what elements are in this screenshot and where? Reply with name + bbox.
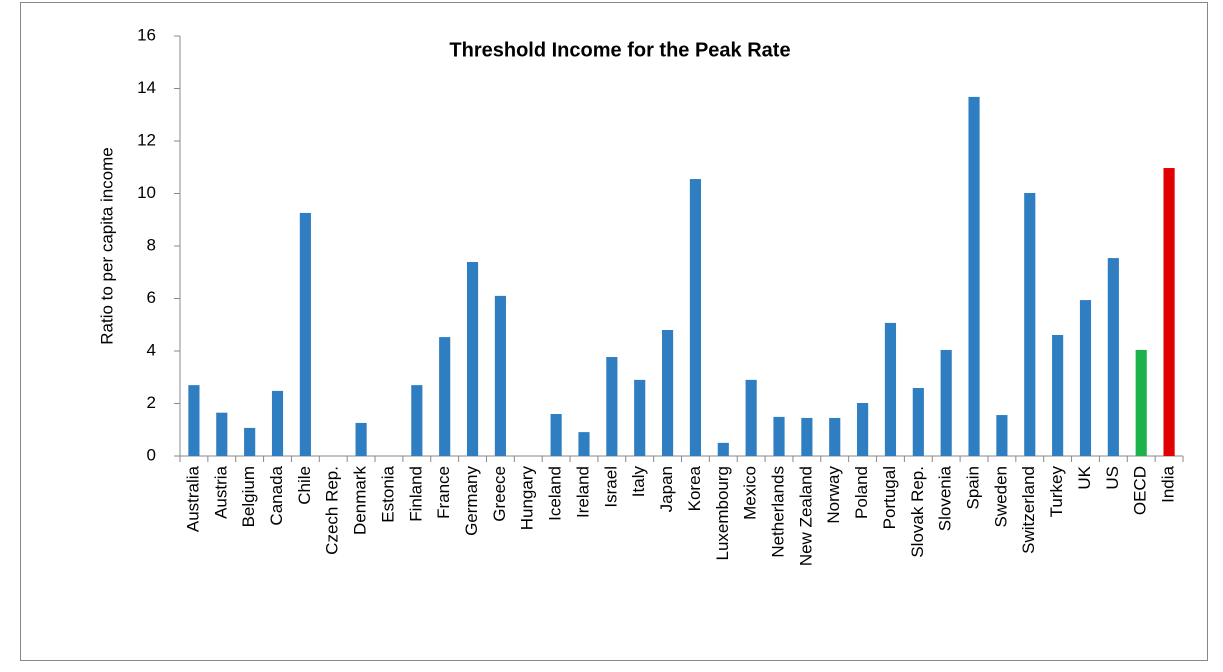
- bar: [466, 262, 479, 456]
- x-tick-label: France: [434, 466, 453, 519]
- x-tick-label: Netherlands: [768, 466, 787, 558]
- y-tick-label: 2: [147, 393, 156, 412]
- x-tick-label: Belgium: [239, 466, 258, 527]
- bar: [884, 322, 897, 456]
- x-tick-label: Australia: [183, 465, 202, 532]
- bar: [550, 414, 562, 456]
- bar: [996, 415, 1008, 456]
- bar: [216, 412, 228, 456]
- x-tick-label: India: [1159, 465, 1178, 502]
- y-tick-label: 14: [137, 78, 156, 97]
- x-tick-label: Iceland: [546, 466, 565, 521]
- x-tick-label: Switzerland: [1019, 466, 1038, 554]
- x-tick-label: UK: [1075, 465, 1094, 489]
- x-tick-label: Sweden: [991, 466, 1010, 527]
- x-tick-label: New Zealand: [796, 466, 815, 566]
- x-tick-label: Spain: [964, 466, 983, 509]
- bar: [912, 388, 924, 456]
- bar: [411, 385, 423, 456]
- x-tick-label: Chile: [295, 466, 314, 505]
- bar: [1024, 192, 1036, 456]
- bar: [355, 422, 367, 456]
- x-tick-label: Slovenia: [936, 465, 955, 531]
- bar: [494, 295, 506, 456]
- bar: [801, 417, 813, 456]
- bar: [745, 379, 757, 456]
- x-tick-label: Estonia: [378, 465, 397, 522]
- x-tick-label: Ireland: [573, 466, 592, 518]
- x-tick-label: US: [1103, 466, 1122, 490]
- bar: [606, 357, 618, 456]
- x-tick-label: Israel: [601, 466, 620, 508]
- x-tick-label: Portugal: [880, 466, 899, 529]
- x-tick-label: Slovak Rep.: [908, 466, 927, 558]
- x-tick-label: Poland: [852, 466, 871, 519]
- x-tick-label: Luxembourg: [713, 466, 732, 561]
- x-tick-label: OECD: [1131, 466, 1150, 515]
- chart-title: Threshold Income for the Peak Rate: [449, 39, 790, 61]
- bar: [717, 442, 729, 456]
- bar: [244, 427, 256, 456]
- x-tick-label: Austria: [211, 465, 230, 518]
- x-tick-label: Turkey: [1047, 466, 1066, 518]
- bar: [857, 402, 869, 456]
- bar: [829, 417, 841, 456]
- bar: [1135, 349, 1147, 456]
- x-tick-label: Hungary: [518, 466, 537, 531]
- x-tick-label: Korea: [685, 465, 704, 511]
- bar: [968, 96, 980, 457]
- y-tick-label: 6: [147, 288, 156, 307]
- y-tick-label: 8: [147, 235, 156, 254]
- x-tick-label: Italy: [629, 466, 648, 498]
- bar: [299, 212, 311, 456]
- x-tick-label: Mexico: [741, 466, 760, 520]
- chart-frame: [20, 2, 1208, 661]
- x-tick-label: Norway: [824, 466, 843, 524]
- bar: [940, 349, 952, 456]
- x-tick-label: Denmark: [351, 466, 370, 535]
- x-tick-label: Finland: [406, 466, 425, 522]
- bar: [773, 416, 785, 456]
- y-tick-label: 10: [137, 183, 156, 202]
- x-tick-label: Czech Rep.: [323, 466, 342, 555]
- x-tick-label: Japan: [657, 466, 676, 512]
- bar: [578, 432, 590, 456]
- y-tick-label: 0: [147, 445, 156, 464]
- bar: [1052, 334, 1064, 456]
- bar: [1163, 168, 1175, 456]
- bar: [634, 379, 646, 456]
- bar: [661, 330, 674, 456]
- bar: [1079, 300, 1092, 456]
- bar: [1107, 258, 1119, 456]
- bar: [188, 385, 200, 456]
- y-tick-label: 12: [137, 130, 156, 149]
- y-tick-label: 4: [147, 340, 156, 359]
- bar: [271, 390, 284, 456]
- bar: [689, 179, 702, 456]
- y-axis-label: Ratio to per capita income: [97, 147, 116, 345]
- x-tick-label: Germany: [462, 466, 481, 536]
- y-tick-label: 16: [137, 25, 156, 44]
- bar: [439, 337, 451, 456]
- x-tick-label: Canada: [267, 465, 286, 525]
- x-tick-label: Greece: [490, 466, 509, 522]
